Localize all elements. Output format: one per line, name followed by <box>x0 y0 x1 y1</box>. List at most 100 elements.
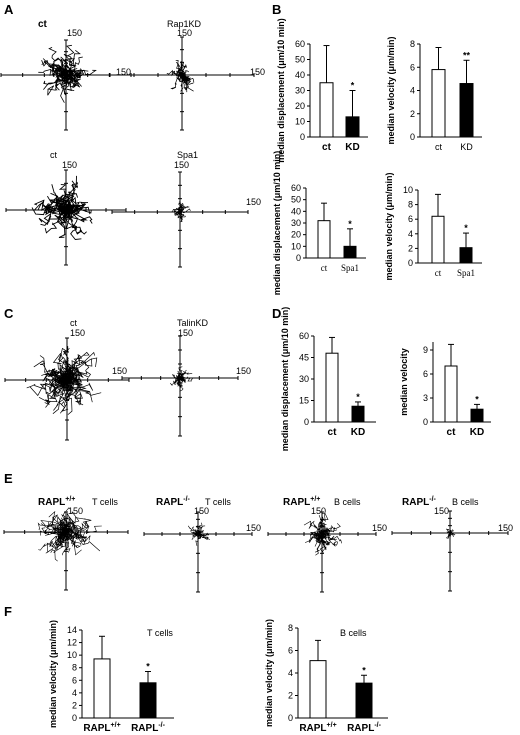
plot-e4-title: RAPL-/- B cells <box>402 496 479 508</box>
cell-track <box>38 530 67 551</box>
chart-f2-title: B cells <box>340 628 367 638</box>
chart-d1: 0 15 30 45 60 median displacement (μm/10 min)… <box>280 307 376 451</box>
cell-track <box>65 528 87 540</box>
cell-track <box>320 533 336 547</box>
plot-a2-right-label: 150 <box>250 67 265 77</box>
bar-1 <box>459 83 474 138</box>
cell-track <box>180 74 184 92</box>
bar-0 <box>444 365 458 423</box>
y-tick-label: 8 <box>408 200 413 210</box>
cell-track <box>56 515 67 535</box>
trajectory-plot-a3 <box>5 169 127 266</box>
y-tick-label: 10 <box>403 185 413 195</box>
y-tick-label: 40 <box>295 70 305 80</box>
y-tick-label: 4 <box>72 688 77 698</box>
plot-e1-title-main: RAPL <box>38 497 65 508</box>
y-tick-label: 30 <box>291 218 301 228</box>
cell-track <box>52 379 71 414</box>
plot-e4-top-label: 150 <box>434 506 449 516</box>
cell-track <box>321 531 342 544</box>
cell-track <box>170 73 183 90</box>
cell-track <box>65 73 75 91</box>
panel-letter-b: B <box>272 2 281 17</box>
plot-e1-top-label: 150 <box>68 506 83 516</box>
significance-mark: * <box>348 219 352 229</box>
svg-text:RAPL-/-: RAPL-/- <box>156 496 191 508</box>
cell-track <box>63 209 82 240</box>
trajectory-plot-a1 <box>0 39 132 131</box>
y-tick-label: 2 <box>72 700 77 710</box>
category-label: ct <box>435 268 442 278</box>
cell-track <box>58 209 71 238</box>
plot-c2-right-label: 150 <box>236 366 251 376</box>
y-tick-label: 0 <box>288 713 293 723</box>
chart-f2: 0 2 4 6 8 median velocity (μm/min) RAPL+/+ * RAP… <box>264 619 388 734</box>
y-tick-label: 50 <box>291 195 301 205</box>
y-tick-label: 30 <box>295 86 305 96</box>
svg-text:RAPL+/+: RAPL+/+ <box>38 496 75 508</box>
plot-e4-right-label: 150 <box>498 523 513 533</box>
cell-track <box>65 69 89 79</box>
y-tick-label: 10 <box>67 650 77 660</box>
trajectory-plot-e1 <box>3 507 129 591</box>
y-axis-label: median velocity (μm/min) <box>48 620 58 728</box>
y-axis-label: median velocity (μm/min) <box>384 172 394 280</box>
cell-track <box>50 528 68 547</box>
plot-c1-top-label: 150 <box>70 328 85 338</box>
y-tick-label: 4 <box>410 86 415 96</box>
plot-e2-title-sup: -/- <box>183 496 190 503</box>
y-tick-label: 8 <box>72 663 77 673</box>
y-tick-label: 8 <box>410 39 415 49</box>
plot-e2-top-label: 150 <box>194 506 209 516</box>
y-tick-label: 8 <box>288 623 293 633</box>
bar-1 <box>343 245 357 259</box>
y-axis-label: median velocity <box>399 348 409 416</box>
plot-e2-title: RAPL-/- T cells <box>156 496 231 508</box>
cell-track <box>63 208 87 235</box>
plot-c2-top-label: 150 <box>178 328 193 338</box>
category-label: ct <box>447 427 457 438</box>
y-axis-label: median velocity (μm/min) <box>264 619 274 727</box>
cell-track <box>166 69 183 77</box>
plot-a1-title: ct <box>38 19 48 30</box>
y-tick-label: 6 <box>410 62 415 72</box>
plot-e3-right-label: 150 <box>372 523 387 533</box>
trajectory-plots <box>0 36 509 593</box>
chart-b1: 0 10 20 30 40 50 60 median displacement (μm/10 … <box>276 18 368 163</box>
significance-mark: * <box>356 392 360 402</box>
plot-e4-title-main: RAPL <box>402 497 429 508</box>
cell-track <box>321 529 338 537</box>
y-tick-label: 6 <box>408 214 413 224</box>
plot-a1-top-label: 150 <box>67 28 82 38</box>
plot-a1-right-label: 150 <box>116 67 131 77</box>
plot-e2-right-label: 150 <box>246 523 261 533</box>
y-tick-label: 45 <box>299 353 309 363</box>
cell-track <box>66 377 93 403</box>
panel-letter-e: E <box>4 471 13 486</box>
bar-1 <box>459 247 473 264</box>
y-tick-label: 20 <box>291 230 301 240</box>
bar-1 <box>351 405 365 423</box>
svg-text:RAPL-/-: RAPL-/- <box>402 496 437 508</box>
plot-a4-right-label: 150 <box>246 197 261 207</box>
bar-1 <box>345 116 360 138</box>
category-label: ct <box>328 427 338 438</box>
bar-0 <box>431 69 446 138</box>
plot-c1-right-label: 150 <box>112 366 127 376</box>
trajectory-plot-a4 <box>111 171 249 268</box>
category-label: ct <box>322 142 332 153</box>
bar-1 <box>355 682 373 719</box>
trajectory-plot-c2 <box>121 335 239 437</box>
y-axis-label: median displacement (μm/10 min) <box>272 151 282 296</box>
category-label: ct <box>435 142 443 152</box>
category-label: KD <box>470 427 484 438</box>
y-tick-label: 40 <box>291 206 301 216</box>
y-tick-label: 6 <box>288 646 293 656</box>
y-tick-label: 2 <box>410 109 415 119</box>
significance-mark: * <box>464 223 468 233</box>
y-tick-label: 60 <box>295 39 305 49</box>
cell-track <box>65 376 81 385</box>
svg-text:RAPL+/+: RAPL+/+ <box>283 496 320 508</box>
chart-f1: 0 2 4 6 8 10 12 14 median velocity (μm/min) RAPL+… <box>48 620 174 734</box>
